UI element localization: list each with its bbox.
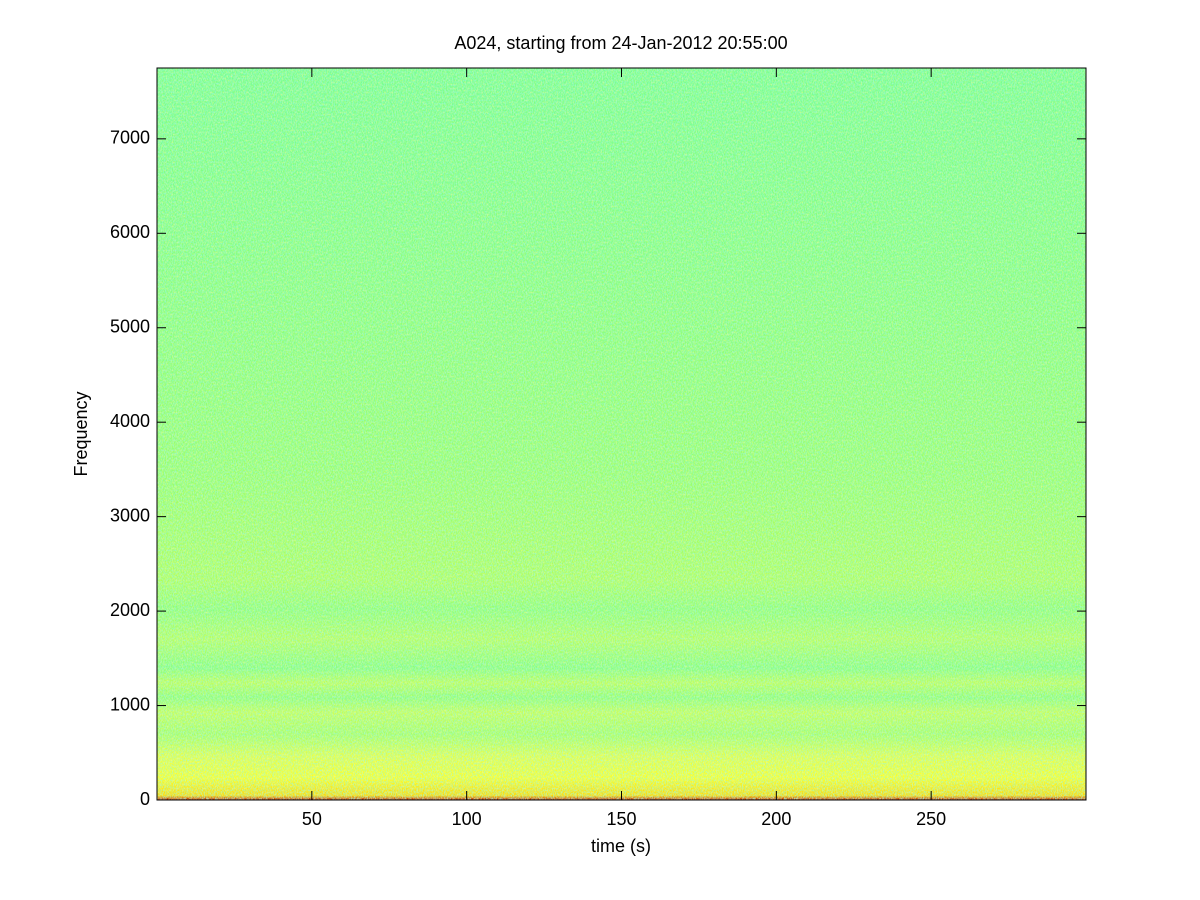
y-tick-label: 3000 (110, 505, 150, 525)
x-tick-label: 150 (606, 809, 636, 829)
x-tick-label: 250 (916, 809, 946, 829)
spectrogram-image (156, 67, 1087, 801)
x-tick-label: 200 (761, 809, 791, 829)
x-tick-label: 50 (302, 809, 322, 829)
x-tick-label: 100 (452, 809, 482, 829)
y-axis-label: Frequency (71, 391, 91, 476)
y-tick-label: 0 (140, 789, 150, 809)
y-tick-label: 2000 (110, 600, 150, 620)
y-tick-label: 5000 (110, 316, 150, 336)
x-axis-label: time (s) (591, 836, 651, 856)
y-tick-label: 1000 (110, 694, 150, 714)
y-tick-label: 7000 (110, 128, 150, 148)
y-tick-label: 6000 (110, 222, 150, 242)
y-tick-label: 4000 (110, 411, 150, 431)
chart-title: A024, starting from 24-Jan-2012 20:55:00 (454, 33, 787, 53)
